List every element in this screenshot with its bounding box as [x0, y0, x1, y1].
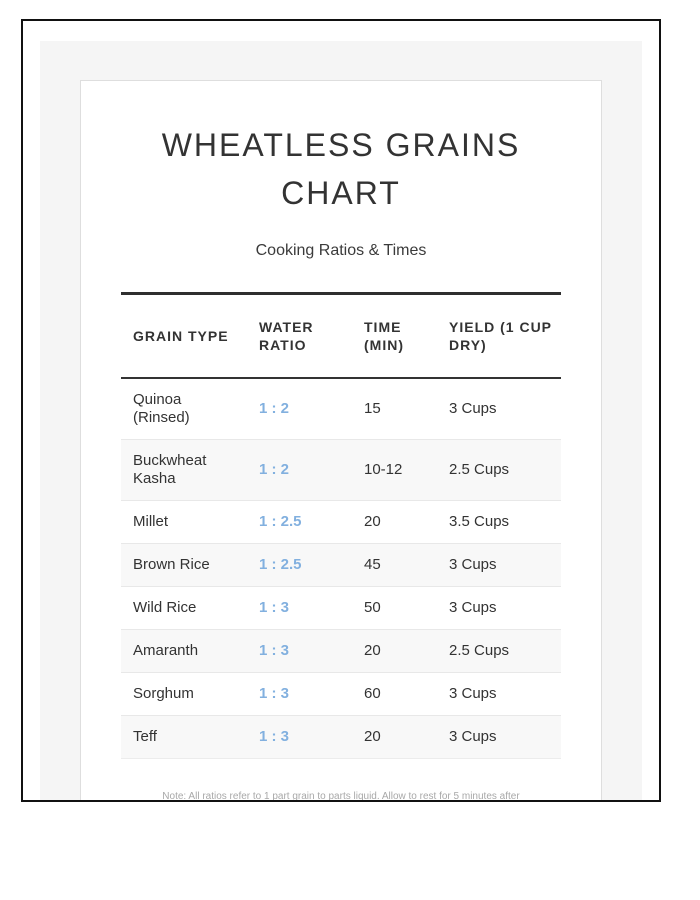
yield-cell: 3 Cups: [437, 543, 561, 587]
table-row: Quinoa (Rinsed) 1 : 2 15 3 Cups: [121, 378, 561, 440]
yield-cell: 2.5 Cups: [437, 629, 561, 673]
page-title: WHEATLESS GRAINS CHART: [161, 127, 521, 211]
water-ratio-value: 1 : 2: [247, 439, 352, 501]
page-subtitle: Cooking Ratios & Times: [255, 242, 427, 259]
time-cell: 60: [352, 672, 437, 716]
table-row: Buckwheat Kasha 1 : 2 10-12 2.5 Cups: [121, 439, 561, 501]
table-row: Amaranth 1 : 3 20 2.5 Cups: [121, 629, 561, 673]
email-canvas: WHEATLESS GRAINS CHART Cooking Ratios & …: [40, 41, 642, 800]
content-card: WHEATLESS GRAINS CHART Cooking Ratios & …: [80, 80, 602, 800]
grains-table: GRAIN TYPE WATER RATIO TIME (MIN) YIELD …: [121, 295, 561, 759]
water-ratio-value: 1 : 3: [247, 672, 352, 716]
yield-cell: 3.5 Cups: [437, 500, 561, 544]
time-cell: 15: [364, 400, 381, 417]
table-row: Sorghum 1 : 3 60 3 Cups: [121, 672, 561, 716]
page-frame: WHEATLESS GRAINS CHART Cooking Ratios & …: [21, 19, 661, 802]
water-ratio-value: 1 : 2: [259, 400, 290, 417]
grain-type-cell: Sorghum: [121, 672, 247, 716]
time-cell: 20: [352, 500, 437, 544]
water-ratio-value: 1 : 3: [247, 586, 352, 630]
time-cell: 10-12: [352, 439, 437, 501]
grain-type-cell: Wild Rice: [121, 586, 247, 630]
water-ratio-value: 1 : 3: [247, 629, 352, 673]
col-header-time: TIME (MIN): [352, 295, 437, 379]
grain-type-cell: Millet: [121, 500, 247, 544]
water-ratio-value: 1 : 3: [247, 715, 352, 759]
title-divider: [121, 292, 561, 295]
yield-cell: 3 Cups: [437, 586, 561, 630]
table-row: Brown Rice 1 : 2.5 45 3 Cups: [121, 543, 561, 587]
water-ratio-value: 1 : 2.5: [247, 543, 352, 587]
footer-note: Note: All ratios refer to 1 part grain t…: [162, 791, 520, 800]
grain-type-cell: Teff: [121, 715, 247, 759]
table-row: Millet 1 : 2.5 20 3.5 Cups: [121, 500, 561, 544]
time-cell: 20: [352, 715, 437, 759]
water-ratio-value: 1 : 2.5: [247, 500, 352, 544]
yield-cell: 3 Cups: [437, 672, 561, 716]
col-header-yield: YIELD (1 CUP DRY): [437, 295, 561, 379]
col-header-water-ratio: WATER RATIO: [247, 295, 352, 379]
time-cell: 20: [352, 629, 437, 673]
grain-type-cell: Amaranth: [121, 629, 247, 673]
table-row: Teff 1 : 3 20 3 Cups: [121, 715, 561, 759]
table-header-row: GRAIN TYPE WATER RATIO TIME (MIN) YIELD …: [121, 295, 561, 379]
yield-cell: 3 Cups: [449, 400, 497, 417]
yield-cell: 2.5 Cups: [437, 439, 561, 501]
grain-type-cell: Quinoa (Rinsed): [133, 391, 190, 426]
yield-cell: 3 Cups: [437, 715, 561, 759]
table-body: Quinoa (Rinsed) 1 : 2 15 3 Cups Buckwheat Ka…: [121, 378, 561, 759]
grain-type-cell: Buckwheat Kasha: [121, 439, 247, 501]
col-header-grain-type: GRAIN TYPE: [121, 295, 247, 379]
grain-type-cell: Brown Rice: [121, 543, 247, 587]
time-cell: 45: [352, 543, 437, 587]
time-cell: 50: [352, 586, 437, 630]
table-row: Wild Rice 1 : 3 50 3 Cups: [121, 586, 561, 630]
